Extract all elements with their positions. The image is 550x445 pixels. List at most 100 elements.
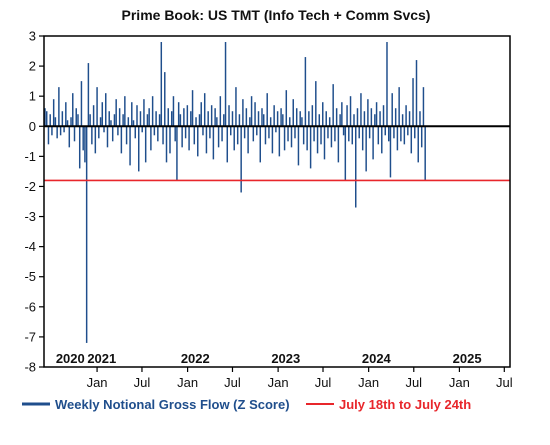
flow-bar [181,126,183,148]
flow-bar [422,87,425,127]
flow-bar [137,126,140,172]
flow-bar [420,126,423,148]
flow-bar [155,111,157,127]
flow-bar [393,126,395,139]
flow-bar [323,126,326,160]
flow-bar [198,114,201,127]
flow-bar [400,126,402,142]
flow-bar [96,87,98,127]
flow-bar [45,111,48,127]
flow-bar [77,114,79,127]
x-tick-label: Jul [405,375,422,390]
year-label: 2020 [56,351,85,366]
flow-bar [408,111,411,127]
flow-bar [396,126,399,151]
flow-bar [122,114,124,127]
flow-bar [289,117,291,127]
flow-bar [148,108,150,127]
flow-bar [353,114,355,127]
flow-bar [356,108,359,127]
flow-bar [188,126,190,151]
flow-bar [278,126,281,157]
flow-bar [231,111,234,127]
flow-bar [113,114,116,127]
flow-bar [157,126,159,142]
flow-bar [381,126,383,154]
flow-bar [304,57,307,127]
flow-bar [143,99,145,127]
flow-bar [136,105,138,127]
flow-bar [118,108,121,127]
flow-bar [315,81,317,127]
flow-bar [330,126,333,148]
flow-bar [254,102,256,127]
flow-bar [287,126,289,142]
flow-bar [177,102,180,127]
flow-bar [414,126,416,139]
flow-bar [78,126,81,169]
flow-bar [249,117,251,127]
year-label: 2022 [181,351,210,366]
flow-bar [221,126,223,142]
flow-bar [56,126,58,139]
x-tick-label: Jul [315,375,332,390]
flow-bar [202,126,204,136]
flow-bar [70,117,72,127]
flow-bar [355,126,357,208]
flow-bar [207,111,209,127]
flow-bar [386,42,388,127]
flow-bar [134,126,137,139]
x-tick-label: Jan [177,375,198,390]
flow-bar [240,126,242,193]
y-tick-label: 3 [29,29,36,44]
flow-bar [66,120,69,127]
x-tick-label: Jul [134,375,151,390]
y-axis: 3 2 1 0 -1 -2 -3 -4 -5 -6 -7 -8 [24,29,44,375]
flow-bar [87,63,90,127]
flow-bar [139,111,142,127]
plot-frame [43,35,511,368]
flow-bar [59,126,62,136]
flow-bar [131,102,133,127]
flow-bar [72,93,74,127]
flow-bar [325,111,327,127]
flow-bar [419,111,421,127]
flow-bar [283,126,286,151]
flow-bar [410,126,413,154]
flow-bar [98,126,100,139]
legend: Weekly Notional Gross Flow (Z Score) Jul… [22,397,471,412]
y-tick-label: -1 [24,149,36,164]
flow-bar [183,108,185,127]
flow-bar [365,126,367,172]
flow-bar [238,114,241,127]
flow-bar [367,99,369,127]
flow-bar [216,117,218,127]
y-tick-label: -7 [24,329,36,344]
flow-bar [94,126,97,154]
flow-bar [193,126,196,145]
y-tick-label: -3 [24,209,36,224]
flow-bar [219,96,222,127]
flow-bar [120,126,123,154]
flow-bar [191,90,194,127]
flow-bar [184,126,187,139]
flow-bar [256,126,258,136]
flow-bar [105,93,107,127]
flow-bar [370,108,373,127]
flow-bar [424,126,426,181]
flow-bar [262,114,265,127]
flow-bar [176,126,178,181]
flow-bar [379,111,381,127]
flow-bar [165,126,168,163]
flow-bar [203,93,206,127]
flow-bar [170,111,173,127]
flow-bar [108,111,110,127]
flow-bar [190,111,192,127]
flow-bar [322,102,324,127]
flow-bar [125,126,128,145]
flow-bar [387,126,390,142]
flow-bar [158,114,161,127]
flow-bar [117,126,119,136]
flow-bar [51,126,53,136]
